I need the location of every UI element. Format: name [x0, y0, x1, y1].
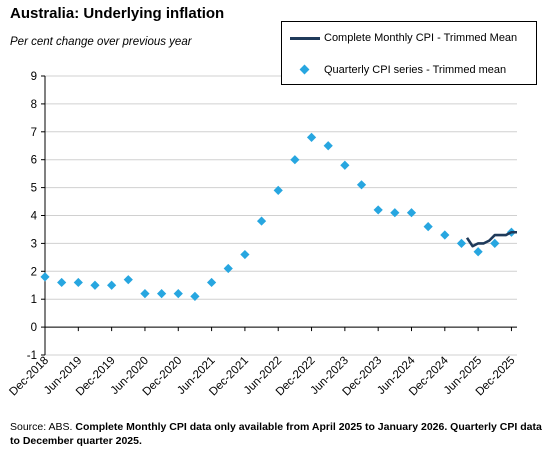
monthly-line — [465, 230, 517, 248]
quarterly-point — [256, 216, 267, 226]
legend-item-monthly: Complete Monthly CPI - Trimmed Mean — [290, 32, 517, 44]
quarterly-point — [306, 132, 317, 142]
quarterly-point — [140, 289, 150, 299]
y-tick-label: 5 — [31, 183, 37, 195]
quarterly-point — [440, 230, 450, 240]
quarterly-point — [406, 208, 417, 218]
chart-title: Australia: Underlying inflation — [10, 5, 225, 22]
quarterly-point — [390, 208, 400, 218]
y-tick-label: 4 — [31, 211, 38, 223]
y-tick-label: 3 — [31, 238, 37, 250]
legend-line-swatch — [290, 36, 320, 40]
quarterly-point — [190, 291, 200, 302]
y-tick-label: 1 — [31, 294, 37, 306]
source-note-text: Complete Monthly CPI data only available… — [10, 421, 542, 447]
legend-item-quarterly: Quarterly CPI series - Trimmed mean — [290, 64, 506, 76]
quarterly-point — [57, 277, 67, 288]
quarterly-point — [273, 185, 283, 195]
quarterly-point — [340, 160, 350, 170]
quarterly-point — [40, 272, 50, 282]
quarterly-point — [456, 238, 467, 248]
y-tick-label: 8 — [31, 99, 37, 111]
quarterly-point — [107, 280, 117, 290]
quarterly-point — [123, 275, 133, 285]
y-tick-label: 7 — [31, 127, 37, 139]
quarterly-point — [157, 289, 167, 299]
legend-label-monthly: Complete Monthly CPI - Trimmed Mean — [324, 32, 518, 44]
quarterly-point — [240, 249, 250, 260]
source-note: Source: ABS. Complete Monthly CPI data o… — [10, 420, 542, 448]
y-tick-label: 2 — [31, 266, 37, 278]
quarterly-point — [90, 280, 100, 290]
quarterly-point — [290, 155, 300, 165]
y-tick-label: -1 — [27, 350, 37, 362]
quarterly-point — [356, 180, 367, 190]
y-tick-label: 0 — [31, 322, 37, 334]
source-prefix: Source: ABS. — [10, 421, 73, 433]
legend-diamond-swatch — [290, 65, 320, 75]
quarterly-point — [473, 247, 483, 257]
quarterly-point — [373, 205, 383, 215]
quarterly-point — [73, 277, 83, 288]
quarterly-point — [323, 141, 333, 151]
quarterly-point — [223, 263, 233, 274]
quarterly-point — [206, 277, 217, 288]
legend-label-quarterly: Quarterly CPI series - Trimmed mean — [324, 64, 507, 76]
quarterly-point — [490, 238, 500, 248]
quarterly-point — [423, 222, 433, 232]
y-tick-label: 9 — [31, 71, 37, 83]
quarterly-point — [173, 289, 183, 299]
chart-subtitle: Per cent change over previous year — [10, 36, 192, 48]
y-tick-label: 6 — [31, 155, 37, 167]
legend: Complete Monthly CPI - Trimmed Mean Quar… — [281, 21, 537, 85]
